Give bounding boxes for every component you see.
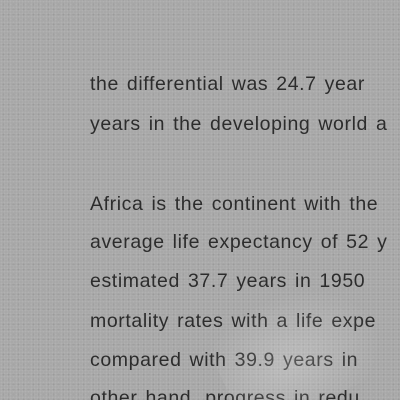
text-line: years in the developing world a <box>90 113 388 135</box>
text-line: average life expectancy of 52 y <box>90 231 388 253</box>
text-line: mortality rates with a life expe <box>90 310 377 332</box>
text-line: compared with 39.9 years in <box>90 349 359 371</box>
text-line: other hand, progress in redu <box>90 387 360 400</box>
text-line: Africa is the continent with the <box>90 193 379 215</box>
text-line: estimated 37.7 years in 1950 <box>90 270 366 292</box>
text-line: the differential was 24.7 year <box>90 73 365 95</box>
